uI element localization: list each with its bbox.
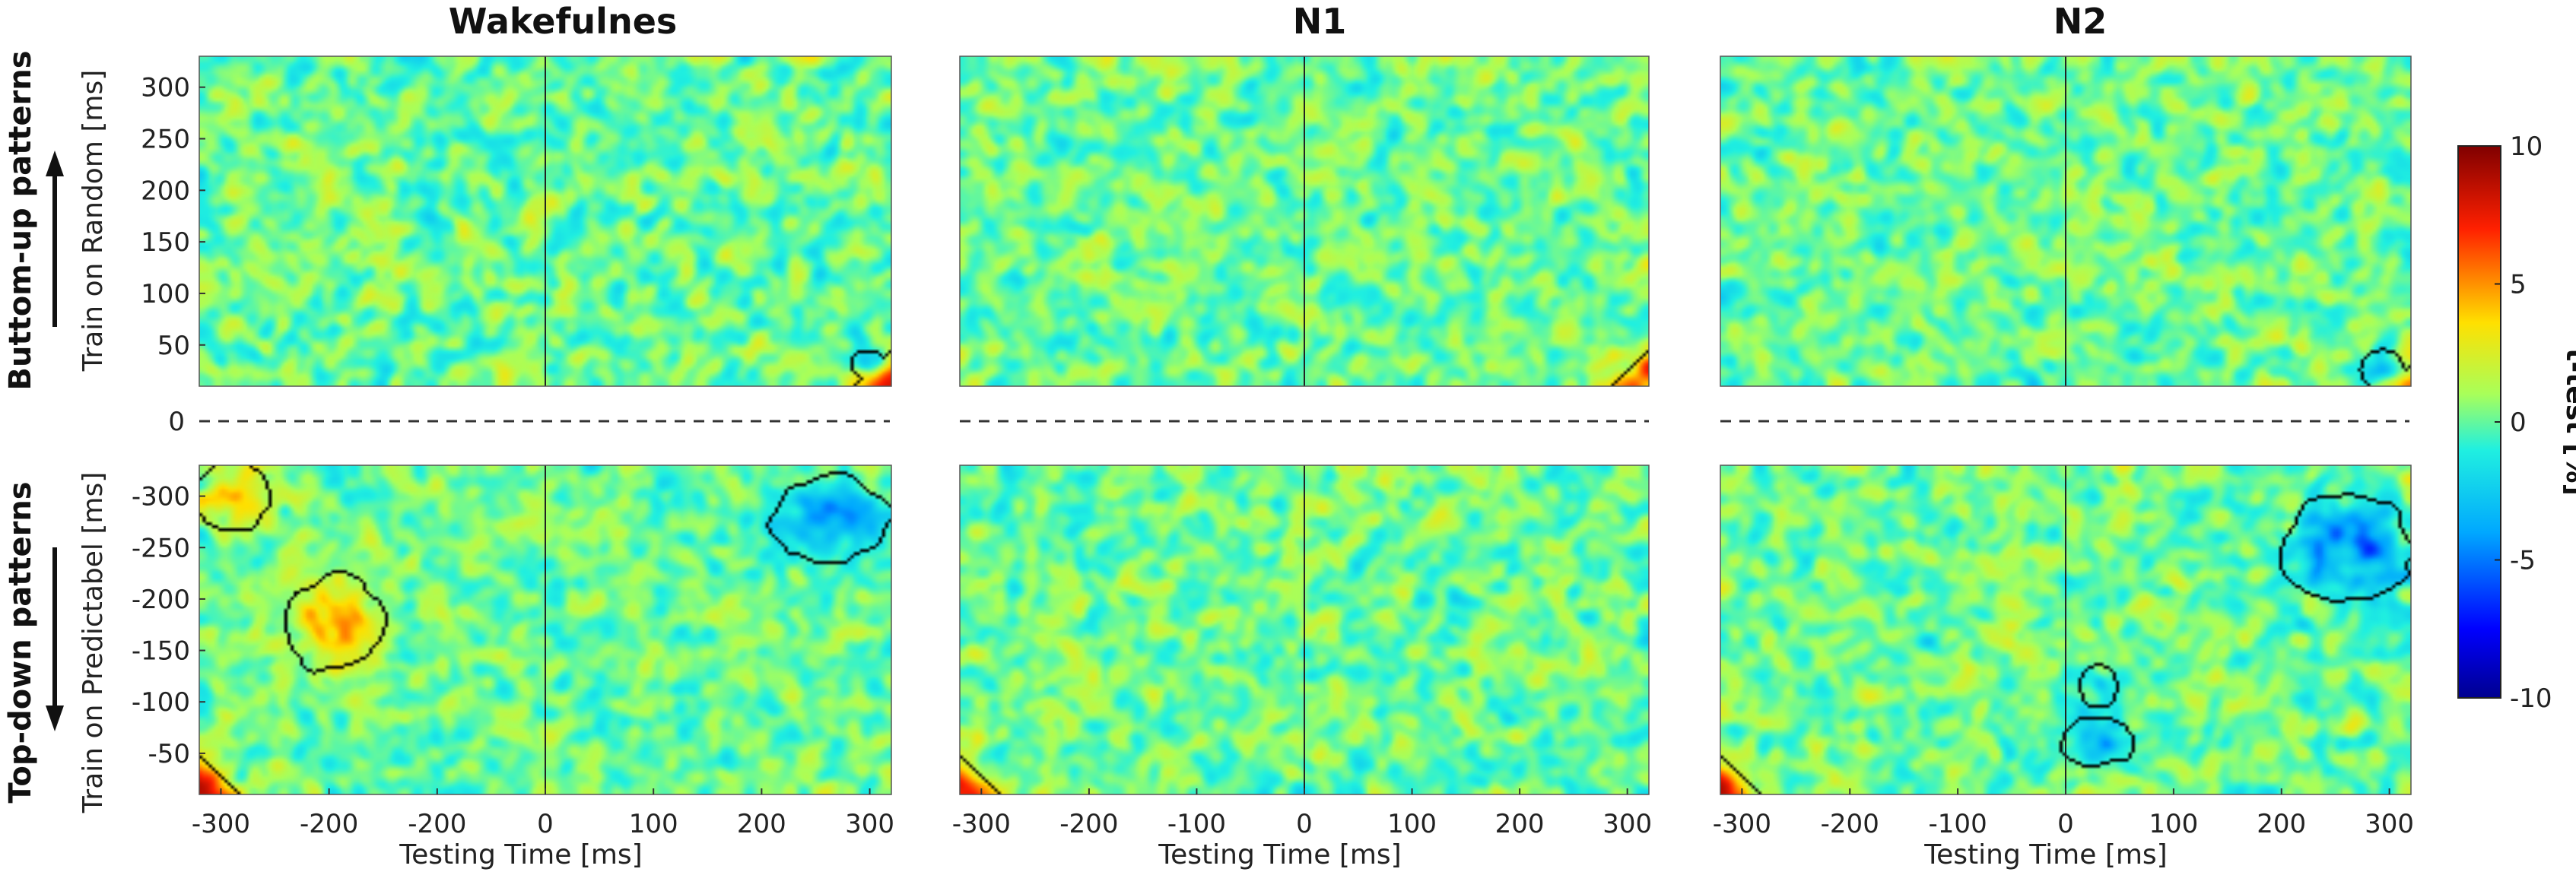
y-tick-label: 300 — [141, 73, 190, 103]
x-tick-label: 300 — [1602, 809, 1652, 839]
x-tick-label: 100 — [1387, 809, 1437, 839]
x-tick-label: 200 — [1495, 809, 1545, 839]
colorbar-label: t-test [%] — [2560, 348, 2576, 496]
y-tick-label: -300 — [132, 482, 190, 512]
y-tick-label: 50 — [157, 331, 190, 361]
x-tick-label: -100 — [1929, 809, 1987, 839]
x-tick-label: -200 — [1821, 809, 1879, 839]
x-tick-label: 200 — [737, 809, 786, 839]
x-tick-label: 300 — [845, 809, 894, 839]
y-tick-label: -150 — [132, 636, 190, 667]
y-tick-label: 200 — [141, 176, 190, 206]
xlabel-col-1: Testing Time [ms] — [399, 839, 642, 870]
arrow-down-icon — [46, 547, 64, 731]
y-tick-label: -200 — [132, 585, 190, 615]
x-tick-label: 200 — [2257, 809, 2306, 839]
ylabel-train-on-predictabel: Train on Predictabel [ms] — [78, 472, 109, 814]
column-title-wakefulnes: Wakefulnes — [449, 1, 678, 42]
colorbar-ticks: 10 5 0 -5 -10 — [2495, 132, 2552, 714]
y-tick-label: -50 — [148, 739, 190, 769]
colorbar-gradient — [2457, 145, 2501, 699]
x-tick-label: -300 — [952, 809, 1011, 839]
arrow-up-icon — [46, 151, 64, 327]
panel-frame — [199, 55, 892, 387]
heatmap-panels — [199, 55, 2412, 795]
colorbar-tick-label: -10 — [2510, 683, 2552, 714]
ylabel-train-on-random: Train on Random [ms] — [78, 70, 109, 373]
x-tick-label: 0 — [537, 809, 554, 839]
x-tick-label: 300 — [2365, 809, 2414, 839]
colorbar-tick-label: -5 — [2510, 546, 2536, 576]
column-title-n2: N2 — [2053, 1, 2107, 42]
x-tick-label: 0 — [2057, 809, 2074, 839]
y-tick-label: 250 — [141, 125, 190, 155]
x-tick-label: 0 — [1296, 809, 1313, 839]
y-tick-label: 100 — [141, 279, 190, 309]
x-tick-label: -300 — [192, 809, 250, 839]
panel-frame — [1720, 55, 2412, 387]
x-tick-label: 100 — [2149, 809, 2198, 839]
column-title-n1: N1 — [1293, 1, 1347, 42]
x-tick-label: -200 — [408, 809, 466, 839]
colorbar-tick-label: 5 — [2510, 270, 2527, 300]
x-tick-label: -100 — [1167, 809, 1226, 839]
panel-frame — [959, 55, 1650, 387]
y-tick-label: -100 — [132, 687, 190, 718]
x-tick-label: -300 — [1713, 809, 1771, 839]
y-tick-label: 150 — [141, 227, 190, 258]
y-tick-label: -250 — [132, 533, 190, 563]
xlabel-col-3: Testing Time [ms] — [1923, 839, 2167, 870]
xlabel-col-2: Testing Time [ms] — [1158, 839, 1401, 870]
separator-zero-label: 0 — [168, 407, 185, 437]
colorbar-tick-label: 10 — [2510, 132, 2543, 162]
row-label-top-down: Top-down patterns — [3, 481, 38, 803]
row-label-bottom-up: Buttom-up patterns — [3, 50, 38, 390]
axis-ticks: 50 100 150 200 250 300 -50 -100 -150 -200 -250 -300… — [132, 73, 2414, 839]
x-tick-label: 100 — [629, 809, 678, 839]
x-tick-label: -200 — [300, 809, 358, 839]
colorbar: 10 5 0 -5 -10 t-test [%] — [2457, 132, 2576, 714]
colorbar-tick-label: 0 — [2510, 407, 2527, 438]
x-tick-label: -200 — [1059, 809, 1118, 839]
